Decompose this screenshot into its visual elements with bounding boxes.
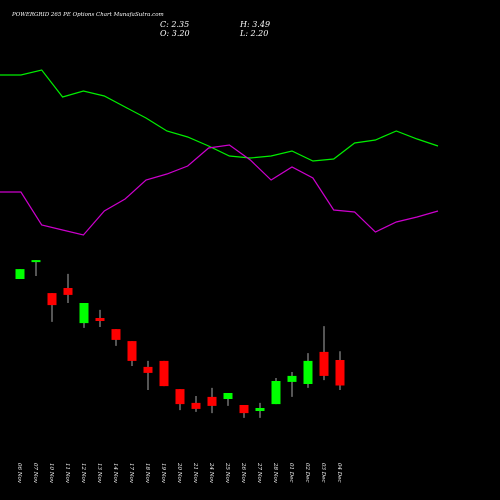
x-tick-label: 10 Nov bbox=[48, 463, 54, 484]
candle-body bbox=[47, 293, 57, 306]
indicator-line bbox=[0, 144, 439, 236]
x-tick-label: 06 Nov bbox=[16, 463, 22, 484]
x-tick-label: 20 Nov bbox=[176, 462, 182, 484]
x-tick-label: 25 Nov bbox=[224, 462, 230, 484]
candle-body bbox=[31, 260, 41, 263]
candle-body bbox=[207, 396, 217, 406]
candle-body bbox=[143, 366, 153, 373]
x-tick-label: 17 Nov bbox=[128, 463, 134, 484]
candle-body bbox=[191, 402, 201, 409]
candle-body bbox=[335, 360, 345, 386]
indicator-line bbox=[0, 69, 439, 162]
low-label: L: 2.20 bbox=[239, 29, 268, 38]
x-tick-label: 01 Dec bbox=[288, 463, 294, 483]
candle-body bbox=[175, 389, 185, 405]
candle-body bbox=[127, 341, 137, 361]
x-tick-label: 07 Nov bbox=[32, 463, 38, 484]
x-tick-label: 13 Nov bbox=[96, 463, 102, 484]
x-tick-label: 03 Dec bbox=[320, 463, 326, 483]
x-tick-label: 11 Nov bbox=[64, 463, 70, 484]
candle-body bbox=[159, 360, 169, 387]
close-label: C: 2.35 bbox=[160, 20, 189, 29]
x-tick-label: 12 Nov bbox=[80, 463, 86, 484]
candle-body bbox=[79, 303, 89, 324]
candle-body bbox=[319, 351, 329, 376]
x-tick-label: 21 Nov bbox=[192, 462, 198, 484]
candle-body bbox=[223, 393, 233, 399]
x-tick-label: 14 Nov bbox=[112, 463, 118, 484]
x-tick-label: 18 Nov bbox=[144, 463, 150, 484]
open-label: O: 3.20 bbox=[160, 29, 190, 38]
x-tick-label: 19 Nov bbox=[160, 463, 166, 484]
candle-body bbox=[255, 408, 265, 411]
candle-body bbox=[111, 329, 121, 340]
candle-body bbox=[271, 381, 281, 405]
x-tick-label: 26 Nov bbox=[240, 462, 246, 484]
x-tick-label: 04 Dec bbox=[336, 463, 342, 483]
candle-body bbox=[303, 360, 313, 384]
candle-body bbox=[15, 269, 25, 279]
high-label: H: 3.49 bbox=[239, 20, 270, 29]
x-tick-label: 02 Dec bbox=[304, 463, 310, 483]
candle-body bbox=[95, 318, 105, 321]
x-tick-label: 28 Nov bbox=[272, 462, 278, 484]
chart-title: POWERGRID 265 PE Options Chart MunafaSut… bbox=[11, 12, 164, 18]
x-tick-label: 27 Nov bbox=[256, 462, 262, 484]
x-tick-label: 24 Nov bbox=[208, 462, 214, 484]
candle-body bbox=[63, 288, 73, 295]
candle-body bbox=[239, 405, 249, 414]
candle-body bbox=[287, 375, 297, 382]
